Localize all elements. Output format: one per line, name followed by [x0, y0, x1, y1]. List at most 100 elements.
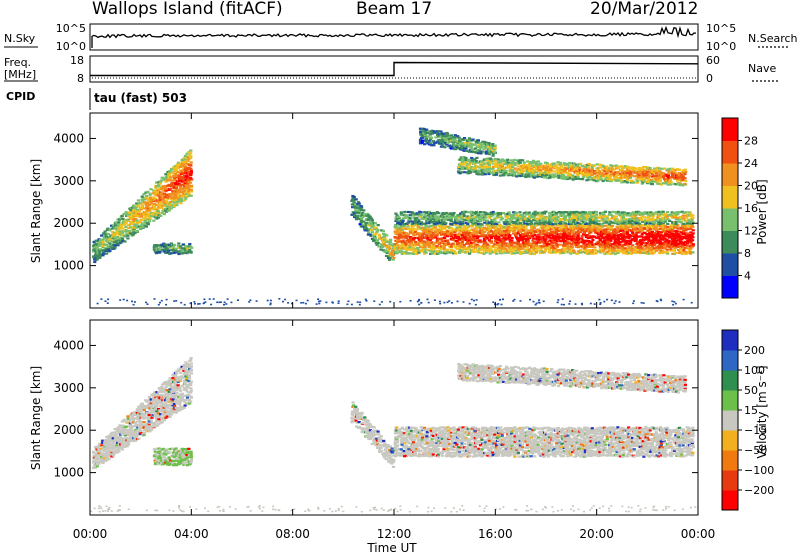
- range-cell: [647, 250, 651, 253]
- range-cell: [616, 248, 620, 252]
- range-cell: [102, 236, 106, 239]
- range-cell: [471, 248, 476, 251]
- range-cell: [570, 169, 575, 172]
- range-cell: [552, 173, 556, 176]
- range-cell: [353, 211, 357, 215]
- range-cell: [121, 217, 125, 220]
- range-cell: [138, 227, 143, 230]
- range-cell: [428, 215, 432, 218]
- range-cell: [573, 250, 577, 253]
- range-cell: [500, 234, 504, 237]
- range-cell: [619, 165, 623, 168]
- range-cell: [153, 198, 157, 201]
- range-cell: [490, 230, 494, 233]
- range-cell: [667, 239, 671, 242]
- range-cell: [421, 133, 425, 136]
- freq-tick-bottom: 8: [77, 72, 84, 85]
- range-cell: [509, 229, 513, 232]
- range-cell: [590, 176, 594, 180]
- range-cell: [354, 209, 358, 212]
- range-cell: [536, 214, 540, 217]
- range-cell: [553, 247, 557, 250]
- range-cell: [390, 243, 394, 246]
- range-cell: [366, 233, 370, 236]
- range-cell: [459, 212, 463, 215]
- range-cell: [620, 229, 624, 232]
- range-cell: [585, 222, 589, 225]
- range-cell: [391, 258, 395, 261]
- range-cell: [678, 218, 682, 221]
- range-cell: [629, 220, 633, 223]
- range-cell: [473, 237, 477, 240]
- range-cell: [603, 167, 608, 170]
- range-cell: [622, 234, 626, 237]
- range-cell: [411, 237, 415, 240]
- range-cell: [551, 245, 555, 248]
- range-cell: [529, 164, 533, 167]
- range-cell: [416, 246, 420, 250]
- range-cell: [645, 174, 650, 177]
- range-cell: [426, 131, 430, 134]
- range-cell: [556, 243, 560, 246]
- range-cell: [452, 228, 456, 231]
- range-cell: [649, 252, 653, 255]
- range-cell: [481, 166, 485, 170]
- range-cell: [576, 243, 580, 246]
- range-cell: [101, 240, 105, 243]
- range-cell: [530, 245, 534, 248]
- range-cell: [571, 174, 575, 177]
- range-cell: [495, 226, 499, 229]
- range-cell: [133, 207, 138, 210]
- range-cell: [658, 210, 662, 214]
- range-cell: [134, 217, 138, 221]
- range-cell: [419, 223, 424, 226]
- range-cell: [585, 170, 590, 174]
- range-cell: [629, 167, 633, 170]
- range-cell: [523, 249, 528, 252]
- range-cell: [437, 238, 441, 241]
- range-cell: [160, 243, 164, 246]
- range-cell: [126, 218, 130, 221]
- range-cell: [530, 228, 534, 231]
- range-cell: [651, 222, 655, 225]
- range-cell: [526, 237, 530, 240]
- range-cell: [658, 214, 662, 217]
- range-cell: [653, 232, 657, 235]
- range-cell: [634, 247, 638, 250]
- range-cell: [400, 229, 405, 232]
- range-cell: [603, 178, 607, 181]
- range-cell: [176, 161, 180, 164]
- range-cell: [501, 158, 505, 161]
- range-cell: [672, 215, 676, 219]
- range-cell: [499, 163, 503, 166]
- range-cell: [612, 235, 616, 238]
- range-cell: [421, 136, 425, 139]
- range-cell: [676, 230, 680, 233]
- range-cell: [186, 175, 190, 179]
- range-cell: [509, 249, 513, 252]
- range-cell: [144, 203, 148, 206]
- range-cell: [461, 222, 465, 225]
- range-cell: [401, 250, 405, 254]
- range-cell: [689, 242, 693, 245]
- range-cell: [652, 247, 656, 250]
- range-cell: [424, 132, 428, 135]
- range-cell: [667, 170, 671, 173]
- range-cell: [401, 219, 405, 222]
- range-cell: [400, 221, 405, 224]
- range-cell: [417, 242, 421, 246]
- range-cell: [169, 200, 173, 203]
- range-cell: [550, 225, 554, 228]
- range-cell: [578, 222, 582, 225]
- range-cell: [678, 168, 682, 171]
- range-cell: [607, 223, 611, 226]
- range-cell: [588, 225, 592, 228]
- range-cell: [187, 157, 191, 160]
- range-cell: [372, 239, 376, 243]
- range-cell: [666, 174, 671, 177]
- range-cell: [478, 147, 483, 150]
- range-cell: [187, 167, 191, 170]
- range-cell: [417, 213, 421, 216]
- range-cell: [493, 171, 497, 174]
- range-cell: [665, 251, 669, 254]
